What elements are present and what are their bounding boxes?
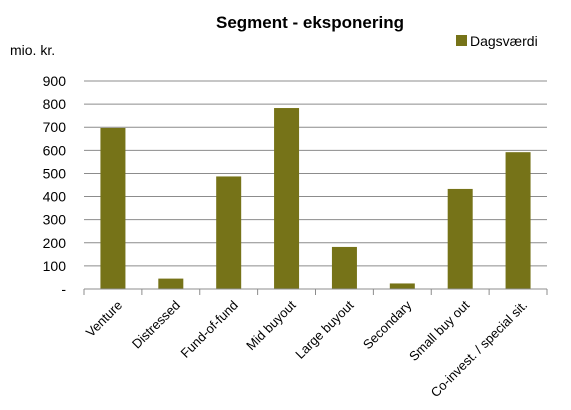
x-category-label: Distressed bbox=[129, 298, 183, 352]
y-axis-unit-label: mio. kr. bbox=[10, 42, 55, 58]
x-category-label: Secondary bbox=[360, 297, 415, 352]
bar bbox=[100, 127, 126, 289]
x-category-label: Fund-of-fund bbox=[178, 298, 241, 361]
y-tick-label: 600 bbox=[43, 142, 67, 158]
bar bbox=[447, 188, 473, 289]
bar bbox=[158, 278, 184, 289]
y-tick-label: 400 bbox=[43, 189, 67, 205]
grid-lines bbox=[84, 80, 547, 267]
y-tick-label: 100 bbox=[43, 258, 67, 274]
x-axis bbox=[83, 288, 548, 295]
bar bbox=[331, 246, 357, 289]
chart-title: Segment - eksponering bbox=[216, 13, 404, 32]
y-tick-label: 500 bbox=[43, 165, 67, 181]
y-tick-label: 800 bbox=[43, 96, 67, 112]
y-tick-label: 200 bbox=[43, 235, 67, 251]
y-tick-label: 700 bbox=[43, 119, 67, 135]
bar bbox=[505, 152, 531, 289]
legend-label: Dagsværdi bbox=[470, 33, 538, 49]
bar bbox=[216, 176, 242, 289]
x-category-label: Mid buyout bbox=[243, 297, 299, 353]
legend: Dagsværdi bbox=[456, 33, 538, 49]
x-category-label: Large buyout bbox=[292, 297, 357, 362]
y-axis-ticks: - 100 200 300 400 500 600 700 800 900 bbox=[43, 73, 67, 297]
y-tick-label: 300 bbox=[43, 212, 67, 228]
bar bbox=[274, 108, 300, 289]
bar bbox=[389, 283, 415, 289]
y-tick-label: - bbox=[61, 281, 66, 297]
legend-swatch bbox=[456, 35, 467, 46]
y-tick-label: 900 bbox=[43, 73, 67, 89]
bars bbox=[100, 108, 531, 289]
x-category-label: Co-invest. / special sit. bbox=[428, 298, 531, 401]
x-category-label: Venture bbox=[83, 298, 125, 340]
